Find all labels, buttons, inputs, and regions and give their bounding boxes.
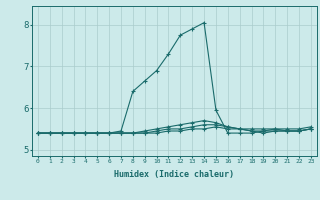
X-axis label: Humidex (Indice chaleur): Humidex (Indice chaleur)	[115, 170, 234, 179]
